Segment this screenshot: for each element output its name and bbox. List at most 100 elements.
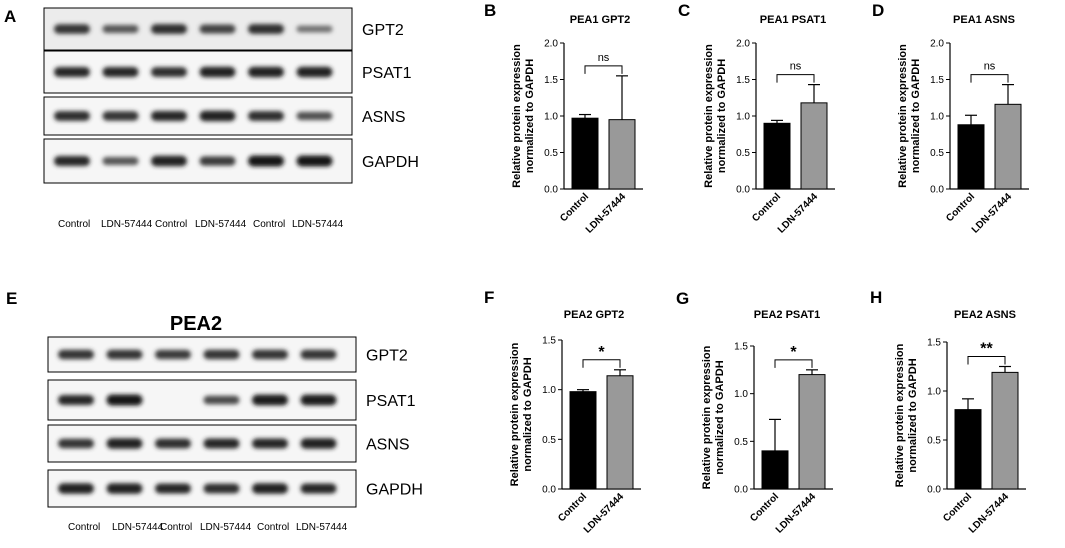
significance-label: * — [790, 344, 797, 361]
panel-letter-F: F — [484, 288, 494, 307]
protein-label-gapdh: GAPDH — [362, 154, 419, 171]
significance-bracket — [776, 74, 815, 83]
lane-label: Control — [257, 522, 289, 533]
blot-band — [252, 394, 288, 406]
y-tick-label: 0.5 — [544, 148, 558, 159]
blot-band — [58, 483, 94, 494]
lane-label: LDN-57444 — [195, 219, 247, 230]
blot-band — [248, 66, 284, 78]
blot-band — [199, 24, 236, 34]
significance-label: ** — [980, 341, 993, 358]
blot-band — [203, 438, 240, 449]
category-label: Control — [941, 491, 974, 524]
blot-band — [54, 155, 90, 167]
blot-band — [58, 438, 94, 449]
significance-bracket — [582, 359, 621, 368]
blot-band — [252, 438, 288, 449]
blot-band — [151, 67, 187, 77]
y-axis-label: normalized to GAPDH — [522, 357, 534, 471]
category-label: Control — [944, 191, 977, 224]
blot-band — [106, 483, 143, 494]
blot-band — [58, 394, 94, 406]
chart-title: PEA2 GPT2 — [564, 309, 625, 321]
y-tick-label: 1.5 — [542, 336, 556, 347]
y-tick-label: 0.5 — [734, 437, 748, 448]
category-label: Control — [558, 191, 591, 224]
blot-band — [155, 483, 191, 494]
protein-label-psat1: PSAT1 — [366, 393, 416, 410]
panel-letter-A: A — [4, 7, 16, 26]
panel-letter-D: D — [872, 1, 884, 20]
bar-chart-5: PEA2 PSAT1 Relative protein expression nor… — [701, 309, 833, 536]
blot-band — [106, 394, 143, 406]
bar-chart-3: PEA1 ASNS Relative protein expression norm… — [897, 14, 1029, 236]
chart-title: PEA1 ASNS — [953, 14, 1015, 26]
y-axis-label: Relative protein expression — [509, 342, 521, 486]
protein-label-gpt2: GPT2 — [362, 22, 404, 39]
blot-band — [151, 24, 187, 34]
lane-label: Control — [253, 219, 285, 230]
protein-label-gapdh: GAPDH — [366, 482, 423, 499]
category-label: LDN-57444 — [967, 491, 1012, 536]
lane-label: LDN-57444 — [292, 219, 344, 230]
y-tick-label: 1.5 — [734, 342, 748, 353]
y-tick-label: 0.0 — [734, 485, 748, 496]
panel-letter-E: E — [6, 289, 17, 308]
y-axis-label: Relative protein expression — [897, 44, 909, 188]
blot-band — [300, 349, 337, 360]
blot-band — [300, 394, 337, 406]
chart-title: PEA1 PSAT1 — [760, 14, 826, 26]
y-tick-label: 0.5 — [542, 435, 556, 446]
blot-band — [296, 111, 333, 121]
blot-band — [199, 156, 236, 166]
blot-band — [106, 349, 143, 360]
category-label: LDN-57444 — [582, 491, 627, 536]
bar — [994, 103, 1022, 190]
blot-band — [199, 66, 236, 78]
y-axis-label: Relative protein expression — [511, 44, 523, 188]
category-label: Control — [556, 491, 589, 524]
y-tick-label: 1.0 — [542, 385, 556, 396]
y-tick-label: 0.0 — [736, 185, 750, 196]
y-tick-label: 1.5 — [736, 75, 750, 86]
lane-label: Control — [58, 219, 90, 230]
significance-bracket — [774, 359, 813, 368]
y-tick-label: 1.0 — [927, 387, 941, 398]
protein-label-asns: ASNS — [366, 437, 410, 454]
significance-label: ns — [598, 52, 610, 64]
lane-label: LDN-57444 — [296, 522, 348, 533]
y-tick-label: 0.0 — [542, 485, 556, 496]
bar — [608, 119, 636, 190]
blot-band — [203, 483, 240, 494]
significance-bracket — [970, 74, 1009, 83]
category-label: Control — [748, 491, 781, 524]
blot-band — [54, 24, 90, 34]
blot-band — [296, 155, 333, 167]
panel-letter-G: G — [676, 289, 689, 308]
blot-band — [300, 438, 337, 449]
significance-label: * — [598, 344, 605, 361]
y-tick-label: 0.5 — [736, 148, 750, 159]
blot-band — [252, 483, 288, 494]
bar-chart-4: PEA2 GPT2 Relative protein expression norm… — [509, 309, 641, 536]
y-tick-label: 1.0 — [736, 112, 750, 123]
category-label: Control — [750, 191, 783, 224]
blot-band — [203, 395, 240, 405]
y-axis-label: normalized to GAPDH — [714, 360, 726, 474]
blot-band — [252, 349, 288, 360]
y-tick-label: 0.5 — [930, 148, 944, 159]
lane-label: Control — [160, 522, 192, 533]
y-tick-label: 0.0 — [930, 185, 944, 196]
blot-band — [199, 110, 236, 122]
blot-band — [203, 349, 240, 360]
y-tick-label: 1.5 — [544, 75, 558, 86]
blot-band — [300, 483, 337, 494]
lane-label: Control — [68, 522, 100, 533]
blot-band — [102, 25, 139, 33]
bar-chart-6: PEA2 ASNS Relative protein expression norm… — [894, 309, 1026, 536]
y-tick-label: 1.5 — [930, 75, 944, 86]
y-tick-label: 2.0 — [930, 39, 944, 50]
panel-letter-C: C — [678, 1, 690, 20]
bar — [606, 375, 634, 490]
